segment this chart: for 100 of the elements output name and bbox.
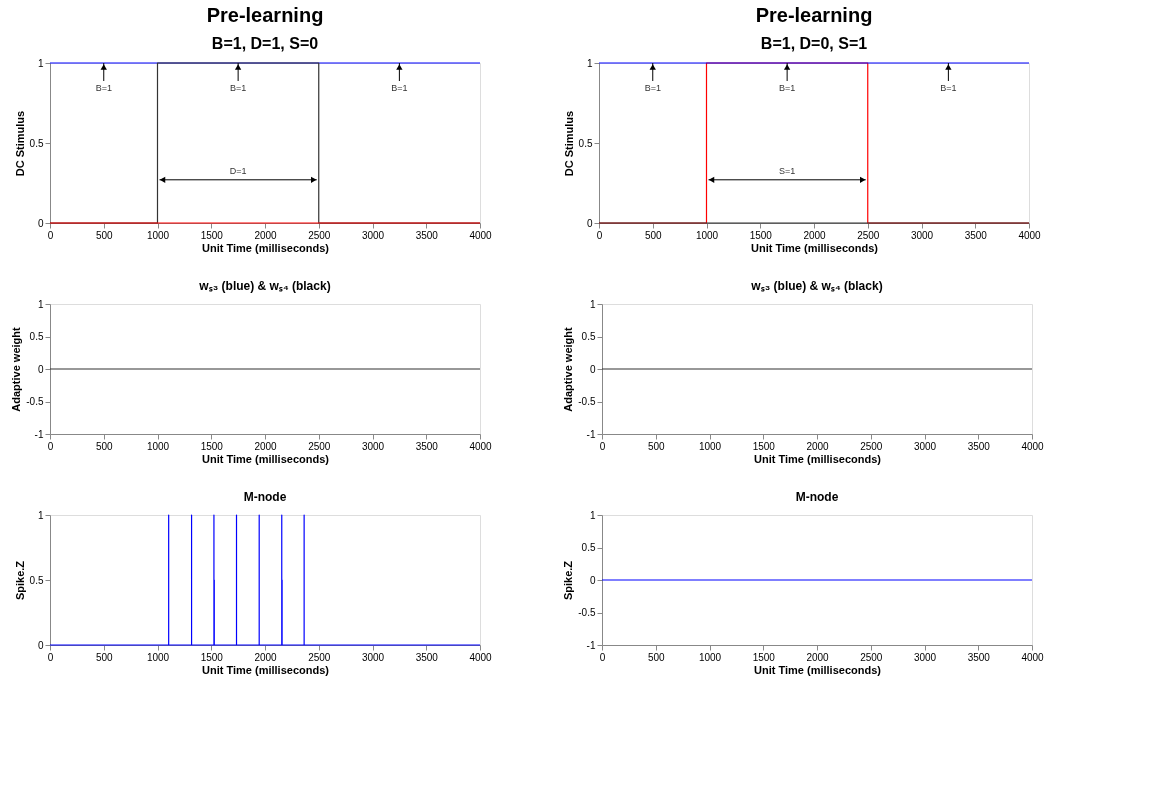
x-tick-label: 2000	[254, 440, 278, 452]
x-tick-label: 4000	[469, 651, 493, 663]
x-tick-label: 1500	[749, 229, 773, 241]
x-tick-label: 3000	[361, 440, 385, 452]
x-tick-label: 1000	[695, 229, 719, 241]
x-tick-label: 3500	[964, 229, 988, 241]
y-tick-label: -1	[34, 428, 44, 440]
x-tick-label: 1500	[200, 229, 224, 241]
x-tick-label: 500	[95, 440, 114, 452]
y-tick-label: 1	[589, 298, 596, 310]
x-tick-label: 2500	[308, 440, 331, 452]
y-tick-label: 0.5	[581, 542, 596, 553]
y-tick-label: 1	[37, 509, 44, 521]
y-tick-label: 0.5	[29, 574, 44, 586]
y-tick-label: 0	[589, 574, 596, 586]
chart-title: M-node	[795, 490, 839, 504]
x-tick-label: 0	[47, 229, 54, 241]
y-axis-title: DC Stimulus	[13, 110, 26, 177]
x-tick-label: 2000	[803, 229, 827, 241]
chart-title: wₛ₃ (blue) & wₛ₄ (black)	[750, 279, 883, 293]
annotation: B=1	[778, 83, 796, 93]
x-tick-label: 3500	[967, 440, 991, 452]
x-tick-label: 500	[95, 651, 114, 663]
y-tick-label: 0	[586, 217, 593, 229]
x-axis-title: Unit Time (milliseconds)	[754, 452, 882, 465]
x-tick-label: 2500	[308, 651, 331, 663]
y-tick-label: 0.5	[578, 137, 593, 149]
x-tick-label: 4000	[1018, 229, 1042, 241]
x-tick-label: 2500	[308, 229, 331, 241]
x-tick-label: 0	[599, 440, 606, 452]
y-tick-label: -1	[586, 639, 596, 651]
x-tick-label: 2000	[806, 651, 830, 663]
x-tick-label: 3500	[967, 651, 991, 663]
y-tick-label: 0	[37, 363, 44, 375]
y-tick-label: -0.5	[26, 396, 44, 407]
x-tick-label: 4000	[1021, 651, 1045, 663]
x-tick-label: 3000	[361, 651, 385, 663]
x-tick-label: 500	[647, 651, 666, 663]
x-tick-label: 1000	[698, 651, 722, 663]
x-tick-label: 1000	[146, 440, 170, 452]
y-tick-label: 1	[589, 509, 596, 521]
x-tick-label: 3500	[415, 229, 439, 241]
chart-subtitle: B=1, D=0, S=1	[760, 35, 868, 52]
y-axis-title: DC Stimulus	[562, 110, 575, 177]
x-tick-label: 0	[599, 651, 606, 663]
x-tick-label: 3500	[415, 440, 439, 452]
y-tick-label: 1	[586, 57, 593, 69]
x-tick-label: 2500	[857, 229, 880, 241]
x-tick-label: 3000	[913, 440, 937, 452]
annotation: B=1	[940, 83, 957, 93]
y-axis-title: Spike.Z	[562, 560, 575, 601]
x-tick-label: 2000	[254, 229, 278, 241]
x-tick-label: 2000	[806, 440, 830, 452]
x-tick-label: 1000	[698, 440, 722, 452]
y-tick-label: -0.5	[578, 607, 596, 618]
y-axis-title: Adaptive weight	[10, 326, 23, 412]
chart-title: Pre-learning	[206, 4, 324, 26]
annotation: B=1	[644, 83, 661, 93]
x-tick-label: 2500	[860, 440, 883, 452]
x-tick-label: 3000	[910, 229, 934, 241]
x-tick-label: 4000	[469, 229, 493, 241]
x-tick-label: 1500	[752, 440, 776, 452]
y-tick-label: 1	[37, 298, 44, 310]
y-axis-title: Adaptive weight	[562, 326, 575, 412]
annotation: B=1	[229, 83, 247, 93]
annotation: B=1	[95, 83, 112, 93]
x-tick-label: 500	[647, 440, 666, 452]
x-axis-title: Unit Time (milliseconds)	[754, 663, 882, 676]
y-tick-label: -0.5	[578, 396, 596, 407]
x-axis-title: Unit Time (milliseconds)	[202, 452, 330, 465]
x-tick-label: 500	[95, 229, 114, 241]
y-tick-label: 0.5	[29, 331, 44, 342]
x-axis-title: Unit Time (milliseconds)	[751, 241, 879, 254]
x-tick-label: 0	[47, 651, 54, 663]
annotation: B=1	[391, 83, 408, 93]
y-tick-label: 1	[37, 57, 44, 69]
x-tick-label: 3000	[361, 229, 385, 241]
y-tick-label: 0.5	[29, 137, 44, 149]
annotation: S=1	[778, 165, 796, 176]
x-tick-label: 2500	[860, 651, 883, 663]
y-tick-label: 0.5	[581, 331, 596, 342]
x-axis-title: Unit Time (milliseconds)	[202, 663, 330, 676]
x-axis-title: Unit Time (milliseconds)	[202, 241, 330, 254]
chart-title: wₛ₃ (blue) & wₛ₄ (black)	[198, 279, 331, 293]
x-tick-label: 3500	[415, 651, 439, 663]
x-tick-label: 4000	[1021, 440, 1045, 452]
x-tick-label: 1500	[200, 440, 224, 452]
annotation: D=1	[229, 165, 247, 176]
y-axis-title: Spike.Z	[13, 560, 26, 601]
x-tick-label: 500	[644, 229, 663, 241]
chart-title: M-node	[243, 490, 287, 504]
y-tick-label: 0	[37, 639, 44, 651]
chart-title: Pre-learning	[755, 4, 873, 26]
x-tick-label: 1500	[200, 651, 224, 663]
x-tick-label: 1500	[752, 651, 776, 663]
y-tick-label: -1	[586, 428, 596, 440]
x-tick-label: 2000	[254, 651, 278, 663]
x-tick-label: 0	[47, 440, 54, 452]
chart-subtitle: B=1, D=1, S=0	[211, 35, 319, 52]
x-tick-label: 1000	[146, 229, 170, 241]
